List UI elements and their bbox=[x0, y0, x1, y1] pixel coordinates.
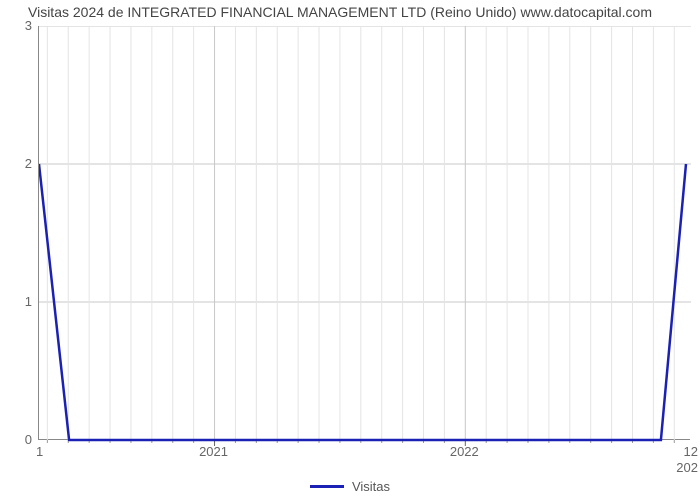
x-right-under-label-2: 202 bbox=[676, 460, 698, 475]
x-left-under-label: 1 bbox=[36, 444, 43, 459]
y-tick-1: 1 bbox=[4, 294, 32, 309]
y-tick-3: 3 bbox=[4, 18, 32, 33]
legend-label: Visitas bbox=[352, 479, 390, 494]
legend-swatch bbox=[310, 485, 344, 488]
plot-area bbox=[38, 26, 690, 440]
legend: Visitas bbox=[0, 478, 700, 494]
y-tick-0: 0 bbox=[4, 432, 32, 447]
chart-title: Visitas 2024 de INTEGRATED FINANCIAL MAN… bbox=[28, 4, 694, 20]
x-right-under-label-1: 12 bbox=[684, 444, 698, 459]
y-tick-2: 2 bbox=[4, 156, 32, 171]
x-tick-2021: 2021 bbox=[199, 444, 228, 459]
x-tick-2022: 2022 bbox=[450, 444, 479, 459]
chart-svg bbox=[39, 26, 691, 448]
